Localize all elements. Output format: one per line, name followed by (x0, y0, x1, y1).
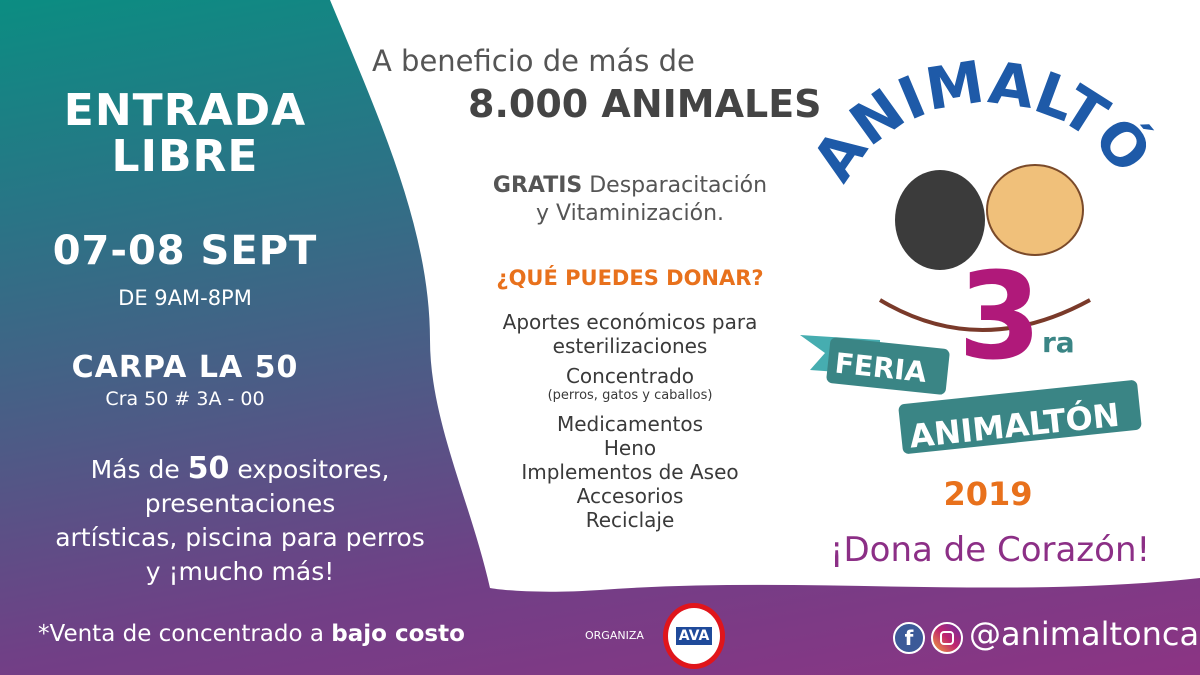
donate-list: Aportes económicos para esterilizaciones… (450, 310, 810, 532)
ava-logo: AVA (663, 603, 725, 669)
event-dates: 07-08 SEPT (52, 228, 318, 274)
more-info: Más de 50 expositores, presentaciones ar… (55, 451, 425, 587)
venue: CARPA LA 50 (71, 350, 299, 385)
hands-icon (878, 298, 1091, 332)
benefit-line2: 8.000 ANIMALES (468, 82, 822, 126)
benefit-line1: A beneficio de más de (372, 44, 695, 78)
list-item: Heno (603, 435, 657, 460)
dog-icon (986, 164, 1084, 256)
list-item: Reciclaje (585, 507, 675, 532)
donate-heading: ¿QUÉ PUEDES DONAR? (496, 266, 764, 290)
address: Cra 50 # 3A - 00 (105, 388, 265, 410)
list-item: Concentrado (565, 364, 695, 388)
libre-text: LIBRE (111, 131, 259, 182)
cat-icon (895, 170, 985, 270)
facebook-icon[interactable]: f (893, 622, 925, 654)
slogan: ¡Dona de Corazón! (829, 530, 1151, 570)
logo-year: 2019 (943, 475, 1032, 510)
entrada-text: ENTRADA (63, 85, 307, 136)
animalton-logo: ANIMALTÓN FERIA 3 ra ANIMALTÓN 2019 (780, 60, 1165, 510)
event-hours: DE 9AM-8PM (118, 286, 252, 310)
list-item: esterilizaciones (552, 334, 708, 358)
entrada-libre: ENTRADA LIBRE (40, 88, 330, 180)
list-item: Implementos de Aseo (521, 459, 739, 484)
instagram-icon[interactable] (931, 622, 963, 654)
list-item: Aportes económicos para (502, 310, 758, 334)
free-services: GRATIS Desparacitación y Vitaminización. (492, 173, 768, 226)
organiza-label: ORGANIZA (585, 629, 644, 642)
social-handle[interactable]: @animaltoncali (969, 615, 1200, 653)
logo-title: ANIMALTÓN (780, 60, 1165, 193)
edition-suffix: ra (1042, 326, 1075, 359)
list-item: Accesorios (576, 483, 684, 508)
list-item: Medicamentos (556, 411, 704, 436)
sale-note: *Venta de concentrado a bajo costo (38, 621, 465, 647)
list-item: (perros, gatos y caballos) (547, 388, 713, 403)
edition-number: 3 (958, 248, 1042, 387)
